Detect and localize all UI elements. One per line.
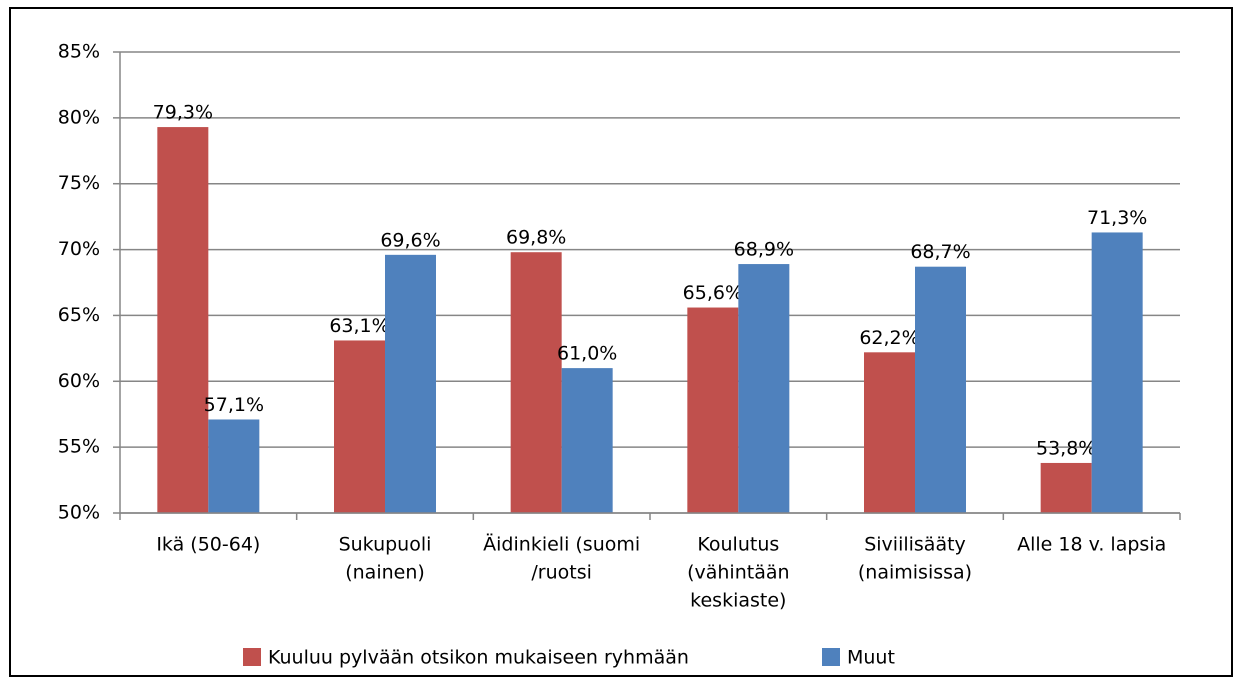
- value-label: 63,1%: [329, 315, 389, 337]
- y-tick-label: 75%: [58, 172, 100, 194]
- legend-label: Muut: [847, 647, 895, 669]
- y-tick-label: 85%: [58, 41, 100, 63]
- bar: [157, 127, 209, 513]
- y-tick-label: 60%: [58, 370, 100, 392]
- bar: [334, 340, 385, 513]
- bar: [208, 419, 260, 513]
- value-label: 71,3%: [1087, 207, 1147, 229]
- x-tick-label: (vähintään: [687, 562, 789, 584]
- value-label: 69,8%: [506, 227, 566, 249]
- chart-frame: [9, 7, 1233, 677]
- x-tick-label: /ruotsi: [531, 562, 592, 584]
- bar: [687, 307, 739, 513]
- x-tick-label: (nainen): [345, 562, 425, 584]
- x-tick-label: keskiaste): [690, 590, 786, 612]
- x-tick-label: Äidinkieli (suomi: [483, 533, 640, 556]
- value-label: 65,6%: [683, 282, 743, 304]
- value-label: 61,0%: [557, 343, 617, 365]
- x-tick-label: Sukupuoli: [339, 534, 432, 556]
- y-tick-label: 50%: [58, 502, 100, 524]
- value-label: 69,6%: [380, 229, 440, 251]
- value-label: 57,1%: [204, 394, 264, 416]
- y-tick-label: 65%: [58, 304, 100, 326]
- bar: [864, 352, 915, 513]
- value-label: 68,7%: [910, 241, 970, 263]
- y-tick-label: 55%: [58, 436, 100, 458]
- bar: [561, 368, 613, 513]
- x-tick-label: Siviilisääty: [864, 534, 966, 556]
- legend-label: Kuuluu pylvään otsikon mukaiseen ryhmään: [268, 647, 689, 669]
- bar: [915, 266, 966, 513]
- value-label: 62,2%: [859, 327, 919, 349]
- bar: [385, 254, 436, 513]
- bar: [1091, 232, 1143, 513]
- legend-swatch: [822, 648, 840, 666]
- x-tick-label: Alle 18 v. lapsia: [1017, 534, 1166, 556]
- bar: [738, 264, 790, 513]
- bar: [510, 252, 562, 513]
- legend-swatch: [243, 648, 261, 666]
- value-label: 53,8%: [1036, 437, 1096, 459]
- x-tick-label: Ikä (50-64): [156, 534, 260, 556]
- value-label: 79,3%: [153, 102, 213, 124]
- x-tick-label: Koulutus: [697, 534, 779, 556]
- bar: [1040, 462, 1092, 513]
- y-tick-label: 80%: [58, 106, 100, 128]
- value-label: 68,9%: [734, 239, 794, 261]
- x-tick-label: (naimisissa): [858, 562, 972, 584]
- y-tick-label: 70%: [58, 238, 100, 260]
